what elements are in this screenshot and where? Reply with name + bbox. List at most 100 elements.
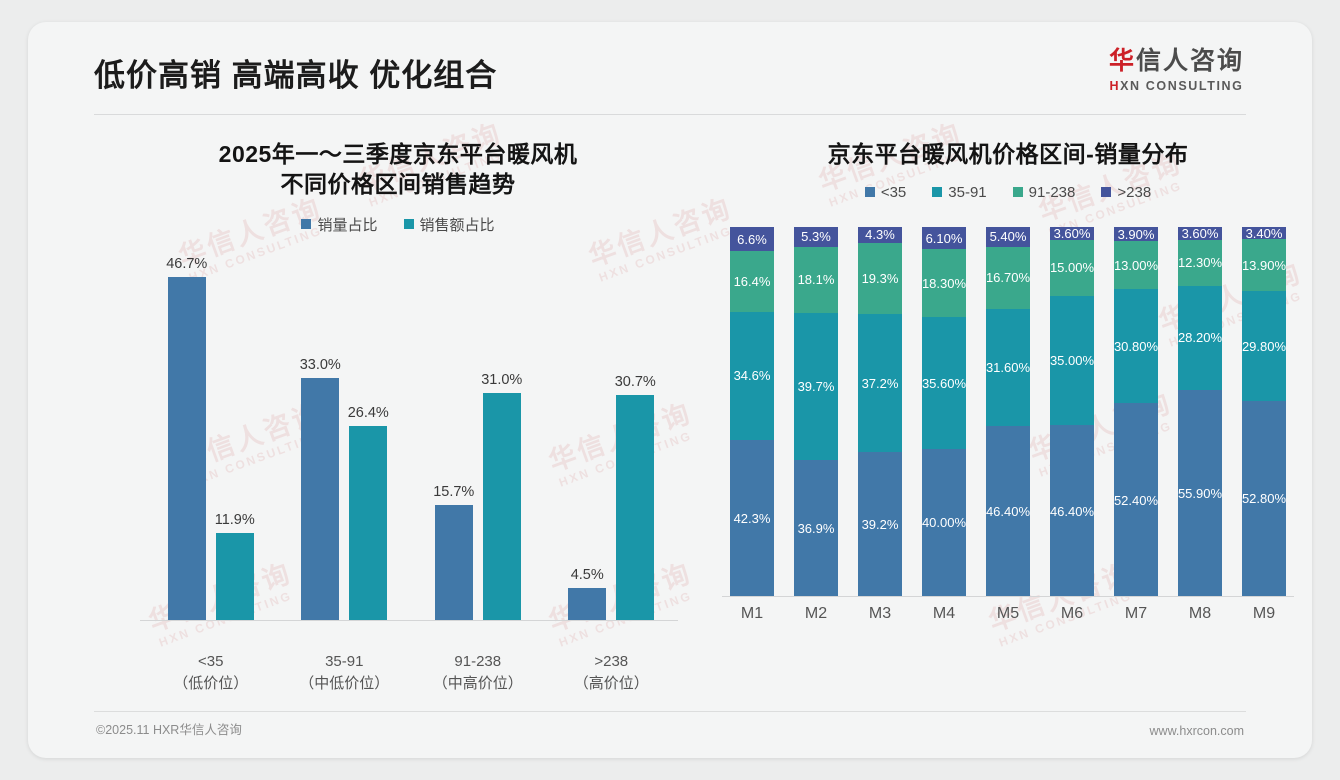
stacked-bar-segment[interactable]: 5.3%	[794, 226, 838, 247]
stacked-bar-segment[interactable]: 29.80%	[1242, 290, 1286, 402]
stacked-bar-segment[interactable]: 37.2%	[858, 314, 902, 452]
stacked-bar-column[interactable]: 4.3% 19.3% 37.2% 39.2%	[858, 226, 902, 597]
stacked-bar-segment[interactable]: 12.30%	[1178, 240, 1222, 286]
stacked-bar-segment[interactable]: 34.6%	[730, 311, 774, 440]
stacked-bar-segment[interactable]: 16.70%	[986, 246, 1030, 309]
stacked-bar-segment[interactable]: 19.3%	[858, 242, 902, 315]
bar-value-label: 26.4%	[347, 405, 389, 422]
x-axis-tick: M1	[740, 604, 764, 622]
stacked-bar-segment[interactable]: 6.10%	[922, 226, 966, 250]
segment-value-label: 34.6%	[733, 368, 771, 384]
legend-item[interactable]: 35-91	[932, 184, 987, 201]
segment-value-label: 36.9%	[797, 521, 835, 537]
segment-value-label: 30.80%	[1114, 338, 1158, 354]
stacked-bar-column[interactable]: 5.40% 16.70% 31.60% 46.40%	[986, 226, 1030, 598]
stacked-bar-column[interactable]: 3.40% 13.90% 29.80% 52.80%	[1242, 226, 1286, 597]
segment-value-label: 39.2%	[861, 516, 899, 532]
stacked-bar-segment[interactable]: 52.80%	[1242, 401, 1286, 597]
legend-swatch-icon	[932, 187, 943, 198]
legend-label: >238	[1117, 183, 1152, 201]
bar-group: 33.0% 26.4%	[284, 253, 404, 621]
legend-label: 91-238	[1028, 183, 1076, 201]
legend-item[interactable]: <35	[864, 184, 906, 201]
stacked-bar-segment[interactable]: 13.00%	[1114, 241, 1158, 290]
stacked-bar-column[interactable]: 3.60% 12.30% 28.20% 55.90%	[1178, 226, 1222, 597]
stacked-bar-column[interactable]: 6.6% 16.4% 34.6% 42.3%	[730, 226, 774, 597]
segment-value-label: 39.7%	[797, 379, 835, 395]
x-axis-tick-main: 91-238	[454, 653, 502, 671]
stacked-bar-segment[interactable]: 3.60%	[1178, 226, 1222, 241]
stacked-bar-segment[interactable]: 35.60%	[922, 317, 966, 449]
stacked-bar-segment[interactable]: 5.40%	[986, 226, 1030, 247]
stacked-bar-segment[interactable]: 4.3%	[858, 226, 902, 243]
segment-value-label: 3.40%	[1245, 226, 1283, 240]
stacked-bar-segment[interactable]: 16.4%	[730, 251, 774, 312]
stacked-bar-segment[interactable]: 55.90%	[1178, 390, 1222, 597]
x-axis-tick: 35-91 （中低价位）	[284, 651, 404, 695]
segment-value-label: 12.30%	[1178, 255, 1222, 271]
stacked-bar-column[interactable]: 5.3% 18.1% 39.7% 36.9%	[794, 226, 838, 597]
stacked-bar-segment[interactable]: 40.00%	[922, 448, 966, 597]
segment-value-label: 13.00%	[1114, 257, 1158, 273]
grouped-bar-chart: 46.7% 11.9% 33.0% 26.4% 15.7% 31.0% 4.5% 30.7% …	[118, 253, 678, 692]
bar[interactable]: 26.4%	[348, 405, 389, 621]
stacked-bar-segment[interactable]: 30.80%	[1114, 289, 1158, 404]
stacked-bar-column[interactable]: 3.90% 13.00% 30.80% 52.40%	[1114, 226, 1158, 598]
legend-swatch-icon	[864, 187, 875, 198]
stacked-bar-segment[interactable]: 6.6%	[730, 226, 774, 252]
legend-item[interactable]: 91-238	[1012, 183, 1076, 201]
legend-item[interactable]: 销量占比	[301, 214, 378, 235]
bar-value-label: 46.7%	[166, 256, 208, 273]
segment-value-label: 35.60%	[922, 375, 966, 391]
stacked-bar-segment[interactable]: 15.00%	[1050, 240, 1094, 296]
chart-legend-left: 销量占比 销售额占比	[88, 214, 708, 235]
bar[interactable]: 15.7%	[433, 484, 474, 621]
stacked-bar-segment[interactable]: 18.30%	[922, 249, 966, 318]
legend-item[interactable]: 销售额占比	[403, 214, 495, 235]
segment-value-label: 46.40%	[986, 503, 1030, 519]
bar[interactable]: 33.0%	[300, 357, 341, 621]
segment-value-label: 18.30%	[922, 275, 966, 291]
segment-value-label: 4.3%	[865, 227, 895, 243]
segment-value-label: 29.80%	[1242, 338, 1286, 354]
x-axis-tick-main: >238	[594, 653, 629, 671]
stacked-bar-segment[interactable]: 13.90%	[1242, 239, 1286, 291]
stacked-bar-segment[interactable]: 46.40%	[1050, 425, 1094, 597]
segment-value-label: 3.60%	[1181, 226, 1219, 241]
stacked-bar-segment[interactable]: 31.60%	[986, 308, 1030, 426]
bar[interactable]: 11.9%	[215, 512, 255, 621]
bar[interactable]: 30.7%	[615, 374, 656, 621]
legend-item[interactable]: >238	[1101, 184, 1151, 201]
stacked-bar-segment[interactable]: 36.9%	[794, 460, 838, 597]
stacked-bar-column[interactable]: 6.10% 18.30% 35.60% 40.00%	[922, 226, 966, 597]
stacked-bar-segment[interactable]: 28.20%	[1178, 285, 1222, 391]
stacked-bar-segment[interactable]: 3.60%	[1050, 226, 1094, 241]
stacked-bar-segment[interactable]: 42.3%	[730, 439, 774, 597]
stacked-bar-segment[interactable]: 3.90%	[1114, 226, 1158, 242]
bar[interactable]: 31.0%	[481, 372, 522, 621]
bar[interactable]: 4.5%	[568, 567, 607, 621]
segment-value-label: 15.00%	[1050, 260, 1094, 276]
x-axis-tick: M5	[996, 604, 1020, 622]
bar[interactable]: 46.7%	[166, 256, 207, 621]
stacked-bar-segment[interactable]: 3.40%	[1242, 226, 1286, 240]
legend-swatch-icon	[301, 219, 312, 230]
segment-value-label: 52.80%	[1242, 491, 1286, 507]
stacked-bar-segment[interactable]: 46.40%	[986, 425, 1030, 598]
slide-page: 华信人咨询 HXN CONSULTING 华信人咨询 HXN CONSULTING华信…	[28, 22, 1312, 758]
stacked-bar-segment[interactable]: 39.7%	[794, 313, 838, 461]
chart-title-line-1: 京东平台暖风机价格区间-销量分布	[827, 141, 1189, 167]
bar-group: 4.5% 30.7%	[551, 253, 671, 621]
stacked-bar-segment[interactable]: 39.2%	[858, 451, 902, 597]
stacked-bar-segment[interactable]: 52.40%	[1114, 403, 1158, 598]
segment-value-label: 5.3%	[801, 229, 831, 245]
x-axis-tick: M9	[1252, 604, 1276, 622]
segment-value-label: 5.40%	[989, 229, 1027, 245]
stacked-bar-column[interactable]: 3.60% 15.00% 35.00% 46.40%	[1050, 226, 1094, 597]
stacked-bar-segment[interactable]: 18.1%	[794, 246, 838, 314]
segment-value-label: 52.40%	[1114, 492, 1158, 508]
stacked-bar-segment[interactable]: 35.00%	[1050, 295, 1094, 426]
chart-legend-right: <35 35-91 91-238 >238	[718, 184, 1298, 201]
page-title: 低价高销 高端高收 优化组合	[94, 58, 498, 93]
logo-chinese: 华信人咨询	[1109, 47, 1244, 76]
